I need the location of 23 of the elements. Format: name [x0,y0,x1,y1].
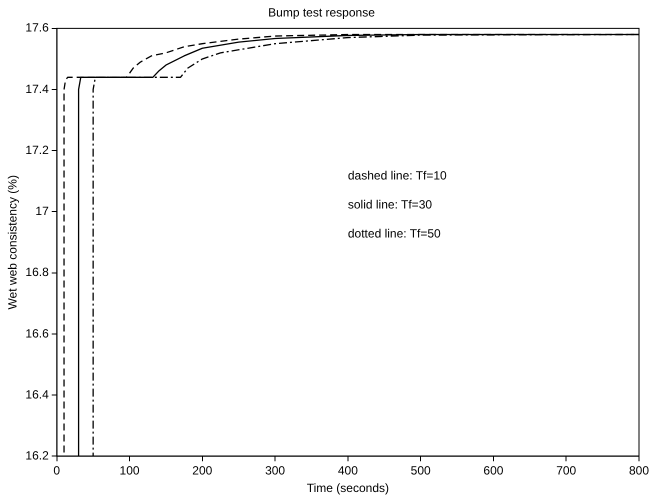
x-tick-label: 200 [192,464,213,478]
chart-title: Bump test response [268,6,376,20]
y-tick-label: 17 [35,204,50,218]
y-tick-label: 17.6 [25,20,50,35]
annotation: dashed line: Tf=10 [348,168,448,182]
y-tick-label: 17.4 [25,82,50,96]
x-tick-label: 100 [120,464,140,478]
y-tick-label: 16.8 [25,265,50,280]
x-tick-label: 300 [265,464,286,478]
x-tick-label: 400 [338,464,358,478]
y-tick-label: 16.6 [25,326,50,340]
x-axis-title: Time (seconds) [306,481,390,496]
x-tick-label: 500 [410,464,431,478]
y-axis-title: Wet web consistency (%) [6,175,20,310]
y-tick-label: 16.2 [25,448,50,463]
y-tick-label: 16.4 [25,387,50,402]
annotation: dotted line: Tf=50 [348,226,442,240]
x-tick-label: 0 [53,464,60,478]
x-tick-label: 600 [483,464,504,478]
y-tick-label: 17.2 [25,142,50,157]
x-tick-label: 800 [628,464,650,478]
annotation: solid line: Tf=30 [348,197,432,212]
x-tick-label: 700 [556,464,577,478]
